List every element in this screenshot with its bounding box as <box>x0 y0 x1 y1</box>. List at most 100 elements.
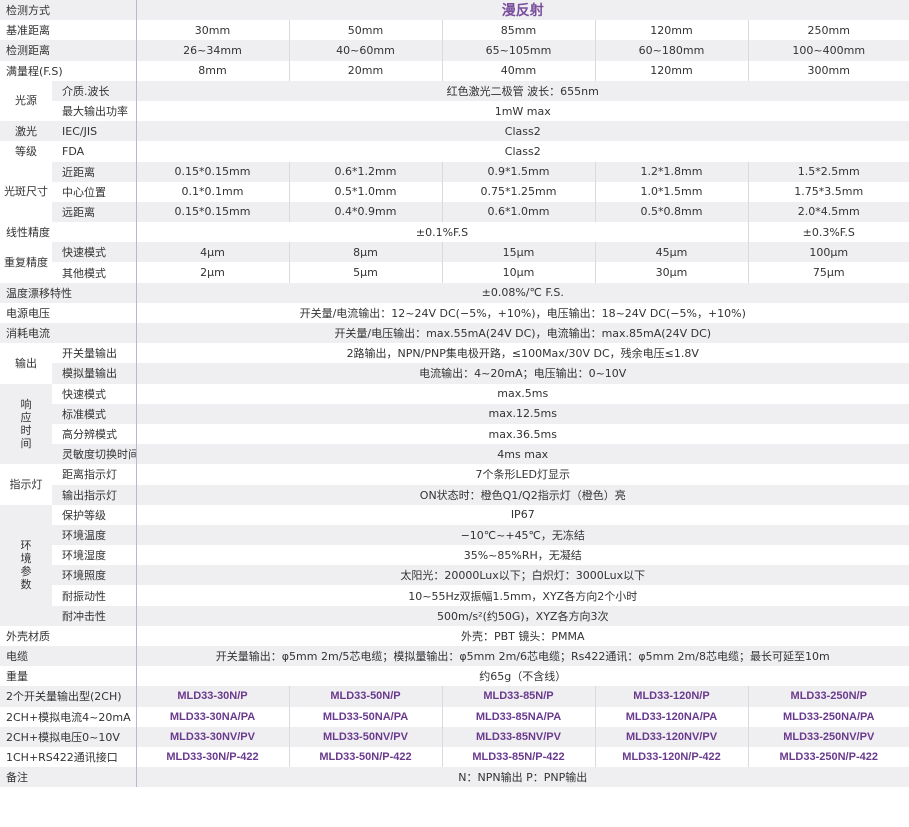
model-number-cell: MLD33-250N/P <box>748 686 909 707</box>
table-row: 外壳材质 外壳：PBT 镜头：PMMA <box>0 625 909 646</box>
row-label: 满量程(F.S) <box>0 60 136 81</box>
spec-value-cell: 1mW max <box>135 100 909 122</box>
group-label: 光源 <box>0 80 52 122</box>
sub-label: 环境温度 <box>52 524 136 546</box>
spec-value-cell: 4ms max <box>135 444 909 465</box>
spec-value-cell: ±0.3%F.S <box>748 222 909 243</box>
spec-value-cell: 红色激光二极管 波长：655nm <box>135 80 909 101</box>
table-row: 高分辨模式 max.36.5ms <box>0 423 909 445</box>
sub-label: 远距离 <box>52 201 136 223</box>
row-label: 温度漂移特性 <box>0 282 136 303</box>
spec-value-cell: 10~55Hz双振幅1.5mm，XYZ各方向2个小时 <box>135 585 909 606</box>
model-number-cell: MLD33-85N/P <box>442 686 596 707</box>
table-row: 灵敏度切换时间 4ms max <box>0 444 909 465</box>
spec-value-cell: 1.75*3.5mm <box>748 181 909 202</box>
model-number-cell: MLD33-85N/P-422 <box>442 746 596 768</box>
sub-label: 灵敏度切换时间 <box>52 444 136 465</box>
spec-value-cell: 65~105mm <box>442 40 596 61</box>
spec-value-cell: 7个条形LED灯显示 <box>135 464 909 485</box>
spec-value-cell: 30μm <box>595 262 749 283</box>
group-label: 光斑尺寸 <box>0 161 52 223</box>
row-label: 备注 <box>0 767 136 788</box>
model-number-cell: MLD33-50NV/PV <box>289 726 443 747</box>
sub-label: 快速模式 <box>52 383 136 404</box>
table-row: 激光 IEC/JIS Class2 <box>0 121 909 142</box>
spec-value-cell: 20mm <box>289 60 443 81</box>
spec-value-cell: 0.6*1.2mm <box>289 161 443 182</box>
table-row: 中心位置 0.1*0.1mm 0.5*1.0mm 0.75*1.25mm 1.0*1.5… <box>0 181 909 202</box>
sub-label: 距离指示灯 <box>52 464 136 485</box>
sub-label: 近距离 <box>52 161 136 182</box>
model-number-cell: MLD33-120N/P <box>595 686 749 707</box>
spec-value-cell: 0.15*0.15mm <box>135 201 290 223</box>
spec-value-cell: 约65g（不含线） <box>135 666 909 687</box>
table-row: 耐振动性 10~55Hz双振幅1.5mm，XYZ各方向2个小时 <box>0 585 909 606</box>
model-number-cell: MLD33-250NV/PV <box>748 726 909 747</box>
spec-value-cell: 120mm <box>595 60 749 81</box>
sub-label: 开关量输出 <box>52 343 136 364</box>
spec-value-cell: 2.0*4.5mm <box>748 201 909 223</box>
spec-value-cell: 开关量/电压输出：max.55mA(24V DC)，电流输出：max.85mA(… <box>135 323 909 344</box>
row-label: 2CH+模拟电流4~20mA <box>0 706 136 727</box>
row-label: 线性精度 <box>0 222 136 243</box>
model-number-cell: MLD33-120NA/PA <box>595 706 749 727</box>
row-label: 2CH+模拟电压0~10V <box>0 726 136 747</box>
sub-label: 模拟量输出 <box>52 363 136 384</box>
table-row: 满量程(F.S) 8mm 20mm 40mm 120mm 300mm <box>0 60 909 81</box>
row-label: 检测方式 <box>0 0 136 21</box>
model-number-cell: MLD33-50N/P <box>289 686 443 707</box>
table-row: 1CH+RS422通讯接口 MLD33-30N/P-422 MLD33-50N/P-… <box>0 746 909 768</box>
table-row: 远距离 0.15*0.15mm 0.4*0.9mm 0.6*1.0mm 0.5*0.8m… <box>0 201 909 223</box>
spec-value-cell: 0.5*0.8mm <box>595 201 749 223</box>
spec-value-cell: 0.6*1.0mm <box>442 201 596 223</box>
table-row: 电源电压 开关量/电流输出：12~24V DC(−5%，+10%)，电压输出：18… <box>0 302 909 323</box>
group-label: 响应时间 <box>0 383 52 465</box>
model-number-cell: MLD33-250NA/PA <box>748 706 909 727</box>
table-row: 光斑尺寸 近距离 0.15*0.15mm 0.6*1.2mm 0.9*1.5mm 1.2*… <box>0 161 909 223</box>
table-row: 检测距离 26~34mm 40~60mm 65~105mm 60~180mm 100~40… <box>0 40 909 61</box>
spec-value-cell: 开关量输出：φ5mm 2m/5芯电缆；模拟量输出：φ5mm 2m/6芯电缆；Rs… <box>135 646 909 667</box>
sub-label: 中心位置 <box>52 181 136 202</box>
model-number-cell: MLD33-30NV/PV <box>135 726 290 747</box>
table-row: 最大输出功率 1mW max <box>0 100 909 122</box>
table-row: 耐冲击性 500m/s²(约50G)，XYZ各方向3次 <box>0 605 909 626</box>
row-label: 电源电压 <box>0 302 136 323</box>
spec-value-cell: 太阳光：20000Lux以下；白炽灯：3000Lux以下 <box>135 565 909 586</box>
spec-value-cell: 2路输出，NPN/PNP集电极开路，≤100Max/30V DC，残余电压≤1.… <box>135 343 909 364</box>
spec-value-cell: 45μm <box>595 242 749 263</box>
sub-label: IEC/JIS <box>52 121 136 142</box>
sub-label: 输出指示灯 <box>52 484 136 505</box>
model-number-cell: MLD33-50NA/PA <box>289 706 443 727</box>
sub-label: FDA <box>52 141 136 162</box>
spec-value-cell: 4μm <box>135 242 290 263</box>
group-label: 输出 <box>0 343 52 384</box>
spec-value-cell: 40mm <box>442 60 596 81</box>
table-row: 其他模式 2μm 5μm 10μm 30μm 75μm <box>0 262 909 283</box>
sub-label: 保护等级 <box>52 504 136 525</box>
table-row: 检测方式 漫反射 <box>0 0 909 21</box>
spec-value-cell: max.12.5ms <box>135 403 909 424</box>
table-row: 2CH+模拟电压0~10V MLD33-30NV/PV MLD33-50NV/PV M… <box>0 726 909 747</box>
spec-value-cell: −10℃~+45℃，无冻结 <box>135 524 909 546</box>
group-label: 环境参数 <box>0 504 52 626</box>
model-number-cell: MLD33-30N/P-422 <box>135 746 290 768</box>
model-number-cell: MLD33-30NA/PA <box>135 706 290 727</box>
table-row: 环境照度 太阳光：20000Lux以下；白炽灯：3000Lux以下 <box>0 565 909 586</box>
model-number-cell: MLD33-120N/P-422 <box>595 746 749 768</box>
spec-value-cell: 120mm <box>595 20 749 41</box>
detection-mode-title: 漫反射 <box>135 0 909 21</box>
spec-value-cell: 10μm <box>442 262 596 283</box>
model-number-cell: MLD33-85NV/PV <box>442 726 596 747</box>
spec-value-cell: max.5ms <box>135 383 909 404</box>
group-label: 等级 <box>0 141 52 162</box>
row-label: 外壳材质 <box>0 625 136 646</box>
sub-label: 快速模式 <box>52 242 136 263</box>
spec-value-cell: IP67 <box>135 504 909 525</box>
spec-value-cell: 8μm <box>289 242 443 263</box>
spec-value-cell: 35%~85%RH，无凝结 <box>135 545 909 566</box>
spec-value-cell: Class2 <box>135 141 909 162</box>
spec-value-cell: 60~180mm <box>595 40 749 61</box>
spec-value-cell: 0.15*0.15mm <box>135 161 290 182</box>
sub-label: 环境湿度 <box>52 545 136 566</box>
row-label: 消耗电流 <box>0 323 136 344</box>
